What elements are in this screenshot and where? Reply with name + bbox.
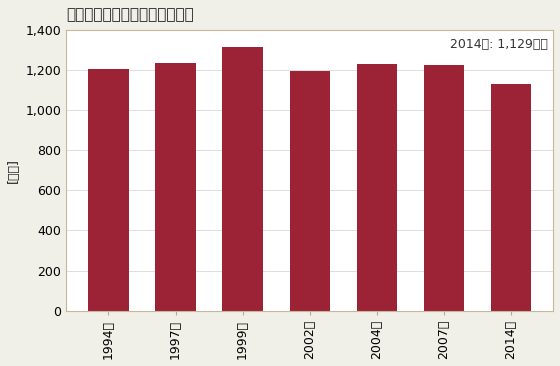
Y-axis label: [億円]: [億円]: [7, 158, 20, 183]
Bar: [423, 65, 464, 311]
Text: 2014年: 1,129億円: 2014年: 1,129億円: [450, 38, 548, 52]
Bar: [491, 85, 531, 311]
Bar: [88, 69, 129, 311]
Bar: [357, 64, 397, 311]
Bar: [156, 63, 195, 311]
Text: 小売業の年間商品販売額の推移: 小売業の年間商品販売額の推移: [66, 7, 194, 22]
Bar: [290, 71, 330, 311]
Bar: [222, 47, 263, 311]
